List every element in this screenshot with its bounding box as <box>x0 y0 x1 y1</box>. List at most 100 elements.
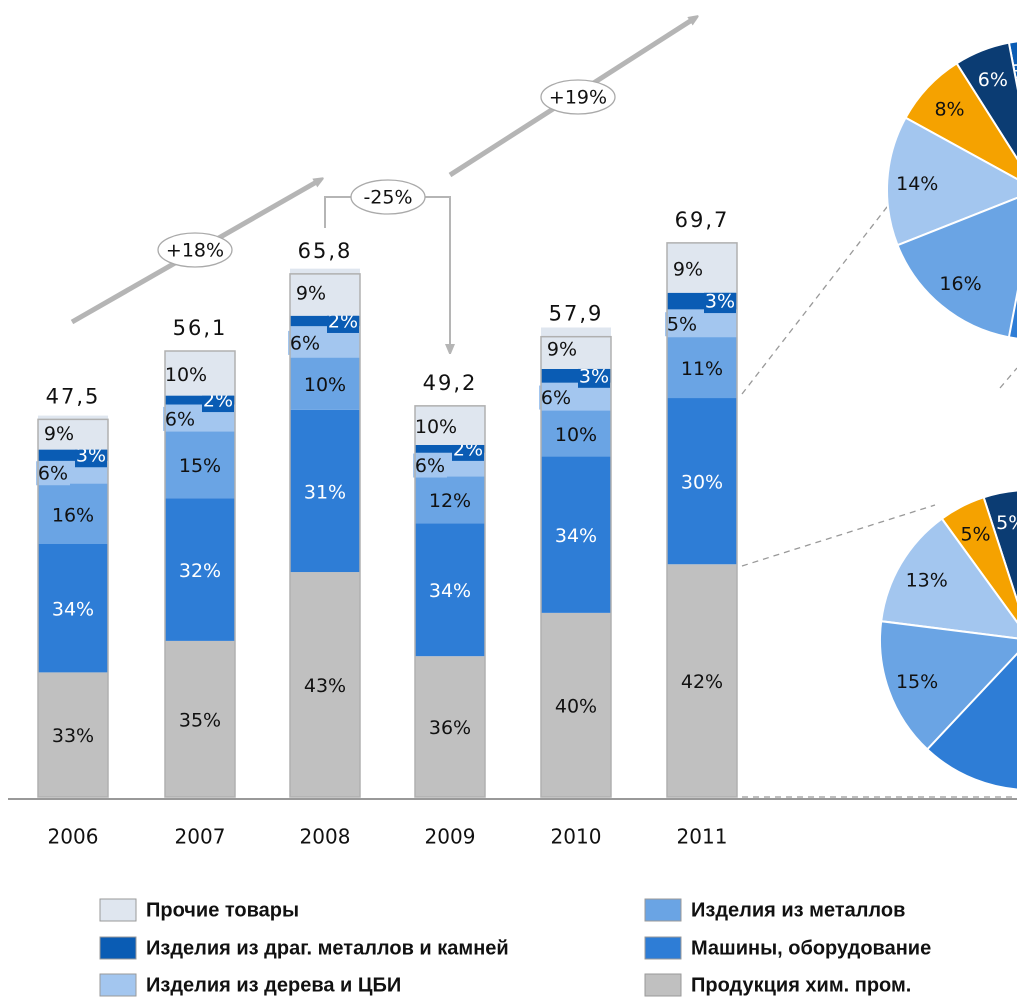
bar-segment <box>415 405 485 445</box>
data-label: 5% <box>667 314 697 336</box>
bar-outline <box>289 273 361 798</box>
total-label: 69,7 <box>675 208 730 232</box>
x-tick-label: 2007 <box>175 825 226 849</box>
data-label: 35% <box>179 709 221 731</box>
label-box <box>288 330 322 355</box>
legend-label: Изделия из дерева и ЦБИ <box>146 974 401 996</box>
data-label: 9% <box>44 423 74 445</box>
bar-segment <box>415 444 485 453</box>
data-label: 33% <box>52 725 94 747</box>
bar-segment <box>165 395 235 405</box>
bar-segment <box>290 315 360 327</box>
data-label: 10% <box>304 374 346 396</box>
bar-outline <box>666 242 738 798</box>
data-label: 11% <box>681 358 723 380</box>
bar-segment <box>290 268 360 316</box>
data-label: 9% <box>296 283 326 305</box>
data-label: 6% <box>165 408 195 430</box>
pie-label: 6% <box>978 69 1008 91</box>
x-tick-label: 2006 <box>48 825 99 849</box>
pie-label: 5% <box>960 524 990 546</box>
data-label: 9% <box>673 258 703 280</box>
pie-label: 15% <box>896 671 938 693</box>
data-label: 40% <box>555 695 597 717</box>
pie-label: 13% <box>906 569 948 591</box>
legend-swatch <box>644 898 682 922</box>
bar-segment <box>667 564 737 797</box>
data-label: 10% <box>555 424 597 446</box>
data-label: 10% <box>165 364 207 386</box>
bar-segment <box>165 431 235 499</box>
label-box <box>704 289 736 314</box>
label-box <box>163 406 197 431</box>
bar-segment <box>38 483 108 544</box>
pie-label: 16% <box>939 273 981 295</box>
data-label: 6% <box>38 463 68 485</box>
annotation-bubble <box>540 79 616 115</box>
bar-segment <box>667 337 737 399</box>
data-label: 34% <box>52 599 94 621</box>
data-label: 15% <box>179 455 221 477</box>
pie-slice <box>896 196 1017 339</box>
pie-label: 5% <box>996 512 1017 534</box>
legend-swatch <box>99 898 137 922</box>
data-label: 30% <box>681 472 723 494</box>
data-label: 34% <box>555 525 597 547</box>
legend-label: Машины, оборудование <box>691 937 931 959</box>
legend-label: Прочие товары <box>146 899 299 921</box>
total-label: 65,8 <box>298 239 353 263</box>
data-label: 43% <box>304 675 346 697</box>
data-label: 9% <box>547 339 577 361</box>
data-label: 3% <box>76 445 106 467</box>
label-box <box>36 461 70 486</box>
annotation-bubble <box>350 179 426 215</box>
bar-segment <box>415 476 485 524</box>
annotation: +19% <box>549 87 607 109</box>
bar-segment <box>541 327 611 369</box>
bar-segment <box>165 351 235 396</box>
annotation: +18% <box>166 240 224 262</box>
data-label: 3% <box>579 365 609 387</box>
bar-segment <box>667 398 737 565</box>
total-label: 57,9 <box>549 302 604 326</box>
bar-segment <box>290 357 360 410</box>
legend-swatch <box>99 973 137 997</box>
legend-label: Изделия из драг. металлов и камней <box>146 937 509 959</box>
annotation-bubble <box>157 232 233 268</box>
bar-segment <box>290 409 360 573</box>
bar-outline <box>37 418 109 798</box>
pie-slice <box>880 517 1017 640</box>
data-label: 36% <box>429 717 471 739</box>
data-label: 6% <box>541 387 571 409</box>
bar-segment <box>667 242 737 293</box>
bar-segment <box>38 672 108 797</box>
bar-segment <box>165 640 235 797</box>
x-tick-label: 2009 <box>425 825 476 849</box>
pie-label: 8% <box>934 98 964 120</box>
bar-segment <box>541 612 611 797</box>
bar-outline <box>164 350 236 798</box>
bar-segment <box>415 656 485 797</box>
label-box <box>413 453 447 478</box>
data-label: 31% <box>304 481 346 503</box>
bar-segment <box>541 456 611 613</box>
bar-segment <box>38 449 108 461</box>
dashed-connectors <box>741 144 1017 798</box>
legend-label: Продукция хим. пром. <box>691 974 911 996</box>
data-label: 10% <box>415 416 457 438</box>
bar-segment <box>290 572 360 797</box>
label-box <box>539 385 573 410</box>
data-label: 6% <box>415 455 445 477</box>
data-label: 3% <box>705 291 735 313</box>
data-label: 6% <box>290 332 320 354</box>
bar-segment <box>38 543 108 673</box>
data-label: 42% <box>681 671 723 693</box>
legend-swatch <box>644 936 682 960</box>
pie-label: 14% <box>896 173 938 195</box>
label-box <box>665 312 699 337</box>
bar-segment <box>165 498 235 641</box>
data-label: 16% <box>52 504 94 526</box>
data-label: 12% <box>429 490 471 512</box>
annotation: -25% <box>363 187 412 209</box>
